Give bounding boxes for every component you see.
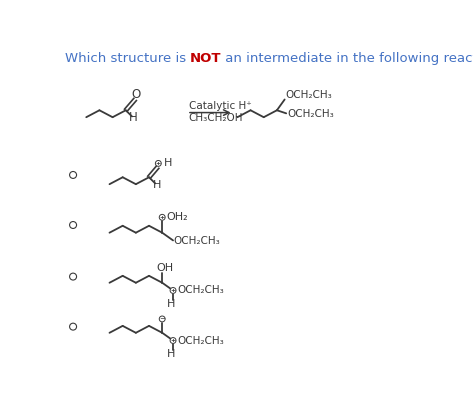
Circle shape [170, 288, 176, 293]
Text: +: + [156, 161, 161, 166]
Text: OCH₂CH₃: OCH₂CH₃ [285, 90, 332, 100]
Text: OH: OH [156, 263, 173, 273]
Text: CH₃CH₂OH: CH₃CH₂OH [189, 113, 243, 123]
Text: Catalytic H⁺: Catalytic H⁺ [189, 101, 251, 111]
Circle shape [155, 161, 161, 166]
Text: an intermediate in the following reaction?: an intermediate in the following reactio… [221, 52, 473, 65]
Text: O: O [131, 88, 140, 101]
Text: H: H [166, 299, 175, 309]
Text: H: H [129, 111, 138, 124]
Text: Which structure is: Which structure is [64, 52, 190, 65]
Text: OH₂: OH₂ [166, 212, 188, 222]
Circle shape [170, 337, 176, 344]
Text: +: + [170, 288, 175, 293]
Text: H: H [166, 349, 175, 358]
Circle shape [159, 316, 165, 322]
Text: OCH₂CH₃: OCH₂CH₃ [177, 335, 224, 346]
Text: −: − [159, 316, 165, 322]
Text: H: H [153, 180, 161, 190]
Text: OCH₂CH₃: OCH₂CH₃ [177, 286, 224, 295]
Text: +: + [159, 215, 165, 220]
Text: +: + [170, 338, 175, 343]
Text: OCH₂CH₃: OCH₂CH₃ [174, 236, 220, 246]
Circle shape [159, 214, 165, 220]
Text: NOT: NOT [190, 52, 221, 65]
Text: H: H [164, 158, 172, 169]
Text: OCH₂CH₃: OCH₂CH₃ [287, 109, 334, 119]
